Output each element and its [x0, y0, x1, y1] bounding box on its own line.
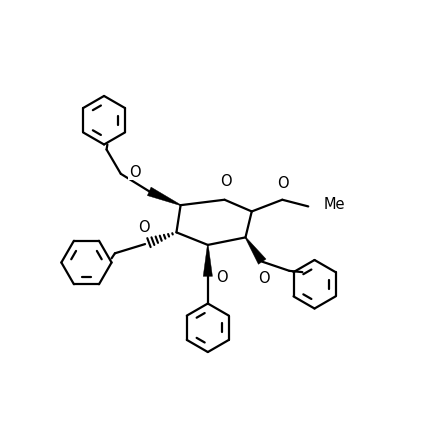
Text: Me: Me: [324, 197, 345, 212]
Polygon shape: [245, 237, 266, 264]
Polygon shape: [148, 187, 181, 206]
Text: O: O: [129, 164, 141, 180]
Text: O: O: [258, 271, 270, 286]
Text: O: O: [220, 174, 232, 189]
Text: O: O: [138, 220, 150, 235]
Text: O: O: [277, 176, 289, 190]
Text: O: O: [216, 270, 228, 284]
Polygon shape: [203, 245, 212, 276]
